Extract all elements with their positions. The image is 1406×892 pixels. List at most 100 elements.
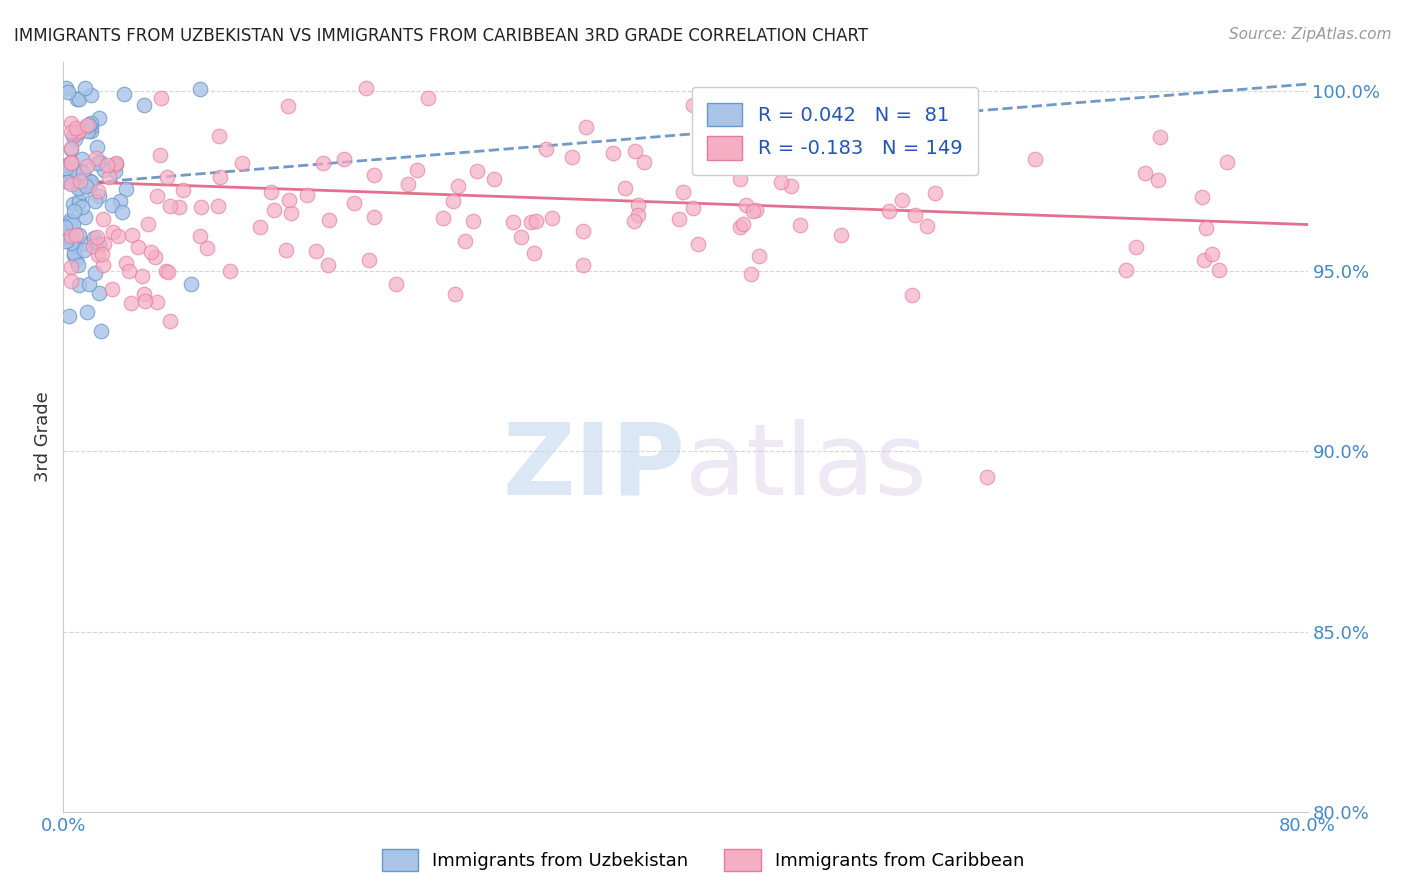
Point (770, 175, 793, 189)
Point (519, 215, 541, 229)
Point (77, 124, 100, 138)
Point (728, 220, 751, 235)
Point (60, 125, 83, 139)
Point (149, 148, 172, 162)
Point (444, 287, 467, 301)
Point (104, 164, 127, 178)
Point (509, 230, 531, 244)
Point (84, 236, 107, 251)
Point (1135, 166, 1157, 180)
Point (67, 181, 90, 195)
Point (385, 277, 408, 292)
Point (110, 205, 132, 219)
Point (295, 187, 318, 202)
Point (60, 177, 83, 191)
Point (1195, 221, 1218, 235)
Point (830, 228, 852, 243)
Point (101, 282, 124, 296)
Point (115, 256, 138, 270)
Point (668, 211, 690, 226)
Point (572, 258, 595, 272)
Point (67, 258, 90, 272)
Point (572, 224, 595, 238)
Point (89, 111, 111, 125)
Point (112, 87, 135, 102)
Text: IMMIGRANTS FROM UZBEKISTAN VS IMMIGRANTS FROM CARIBBEAN 3RD GRADE CORRELATION CH: IMMIGRANTS FROM UZBEKISTAN VS IMMIGRANTS… (14, 27, 868, 45)
Point (363, 168, 385, 182)
Point (83, 231, 105, 245)
Point (1125, 240, 1147, 254)
Point (502, 215, 524, 229)
Point (134, 294, 156, 309)
Point (118, 264, 141, 278)
Point (87, 184, 110, 198)
Point (76, 118, 98, 132)
Point (66, 127, 89, 141)
Point (278, 193, 301, 207)
Point (900, 288, 922, 302)
Point (1208, 263, 1230, 277)
Point (484, 171, 506, 186)
Point (65, 253, 87, 268)
Point (1149, 129, 1171, 144)
Point (190, 200, 212, 214)
Point (672, 185, 695, 199)
Point (63, 203, 86, 218)
Y-axis label: 3rd Grade: 3rd Grade (34, 392, 52, 483)
Point (155, 264, 177, 278)
Point (121, 228, 143, 243)
Point (96, 158, 118, 172)
Point (132, 98, 155, 112)
Point (86, 248, 108, 262)
Point (55, 80, 77, 95)
Point (80, 116, 103, 130)
Point (219, 263, 242, 277)
Point (58, 232, 80, 246)
Point (59, 212, 82, 227)
Point (465, 164, 488, 178)
Point (745, 202, 768, 217)
Point (63, 239, 86, 253)
Point (63, 163, 86, 178)
Point (418, 91, 440, 105)
Point (731, 217, 754, 231)
Point (79, 174, 101, 188)
Point (1115, 263, 1137, 277)
Point (93, 237, 115, 252)
Point (75, 80, 97, 95)
Point (65, 227, 87, 242)
Point (60, 142, 83, 156)
Point (280, 206, 302, 220)
Point (69, 174, 91, 188)
Point (682, 202, 704, 216)
Text: Source: ZipAtlas.com: Source: ZipAtlas.com (1229, 27, 1392, 42)
Point (86, 140, 108, 154)
Point (1191, 190, 1213, 204)
Point (846, 139, 869, 153)
Point (90, 324, 112, 338)
Point (55, 234, 77, 248)
Point (76, 159, 98, 173)
Point (1147, 173, 1170, 187)
Point (67, 92, 90, 106)
Point (575, 120, 598, 134)
Point (159, 314, 181, 328)
Point (627, 208, 650, 222)
Point (207, 199, 229, 213)
Point (686, 236, 709, 251)
Point (105, 156, 128, 170)
Point (91, 258, 114, 272)
Point (89, 285, 111, 300)
Point (72, 164, 94, 178)
Point (463, 214, 485, 228)
Point (305, 244, 328, 258)
Point (131, 268, 153, 283)
Point (77, 277, 100, 291)
Point (75, 179, 97, 194)
Point (55, 161, 77, 175)
Point (263, 202, 285, 217)
Text: ZIP: ZIP (502, 418, 686, 516)
Point (441, 194, 464, 209)
Point (67, 277, 90, 292)
Point (107, 228, 129, 243)
